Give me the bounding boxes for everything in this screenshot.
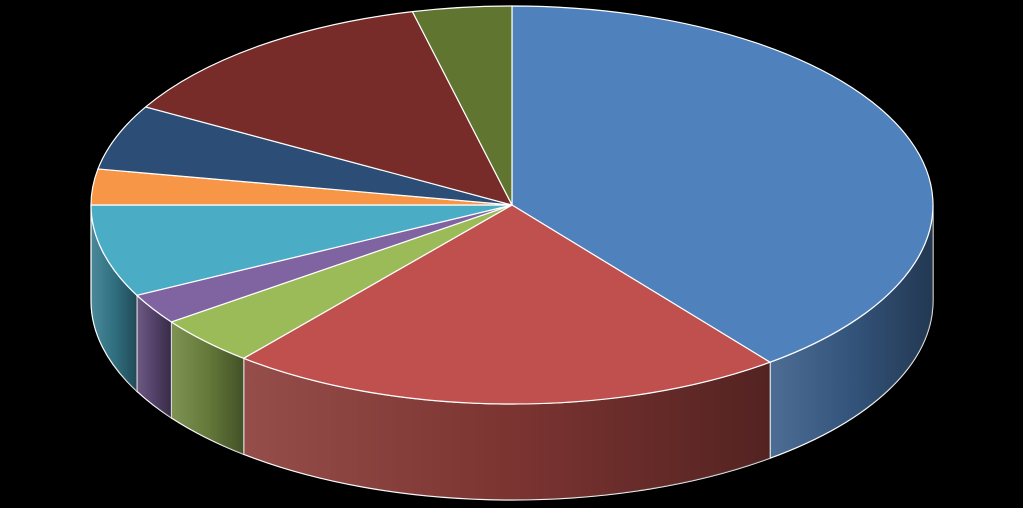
pie-slice-side-shade-3 xyxy=(171,321,244,455)
pie-slice-9 xyxy=(411,5,513,206)
pie-slice-1 xyxy=(511,5,934,363)
pie-slice-5 xyxy=(90,204,513,296)
pie-slice-8 xyxy=(145,11,513,206)
pie-slice-7 xyxy=(97,106,513,206)
pie-slices xyxy=(90,5,934,405)
pie-slice-side-shade-1 xyxy=(770,205,933,459)
pie-slice-side-shade-4 xyxy=(136,295,172,418)
pie-slice-2 xyxy=(243,204,771,405)
